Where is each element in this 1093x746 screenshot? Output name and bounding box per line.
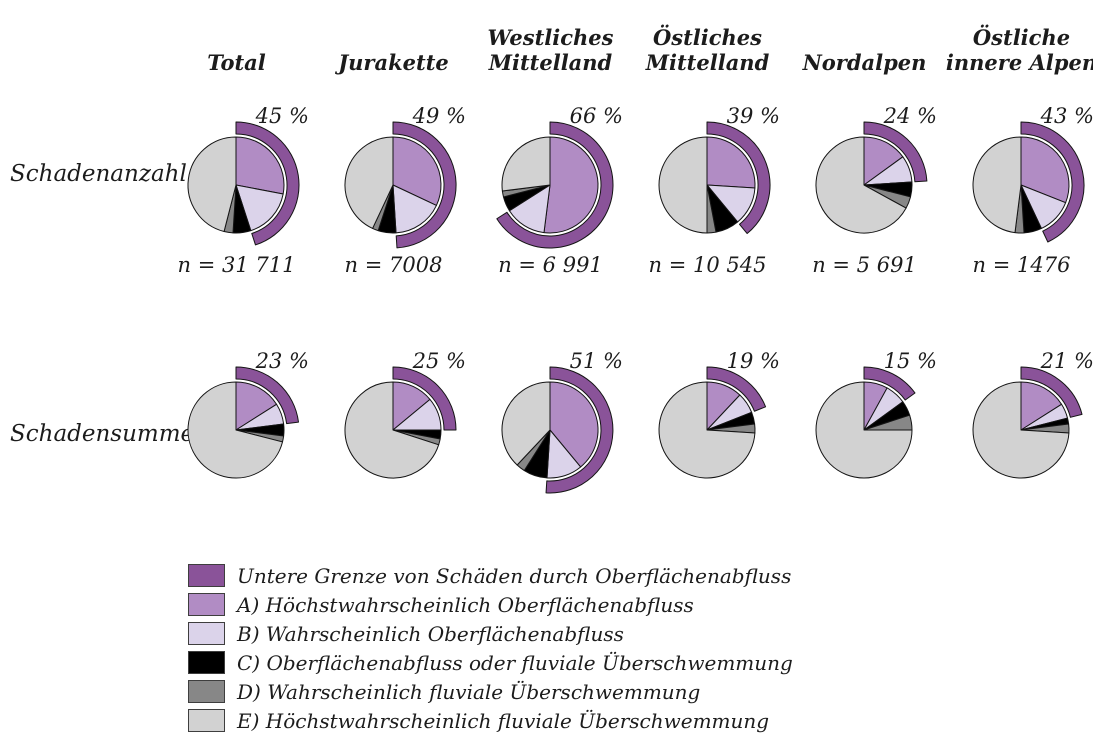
- sample-size-label: n = 10 545: [648, 253, 767, 277]
- legend-item: C) Oberflächenabfluss oder fluviale Über…: [188, 648, 793, 677]
- arc-percent-label: 25 %: [412, 349, 466, 373]
- pie-chart-schadensumme-nordalpen: [779, 345, 949, 515]
- arc-percent-label: 51 %: [569, 349, 623, 373]
- legend-item: E) Höchstwahrscheinlich fluviale Übersch…: [188, 706, 793, 735]
- pie-cell: 39 % n = 10 545: [629, 100, 786, 285]
- arc-percent-label: 49 %: [412, 104, 466, 128]
- legend-label: E) Höchstwahrscheinlich fluviale Übersch…: [237, 708, 770, 733]
- legend-swatch-d-icon: [188, 680, 225, 703]
- pie-chart-schadensumme-westliches-mittelland: [465, 345, 635, 515]
- pie-cell: 21 %: [943, 345, 1093, 520]
- column-header-nordalpen: Nordalpen: [802, 50, 927, 76]
- pie-chart-schadensumme-oestliche-innere-alpen: [936, 345, 1093, 515]
- arc-percent-label: 15 %: [883, 349, 937, 373]
- pie-cell: 43 % n = 1476: [943, 100, 1093, 285]
- arc-percent-label: 21 %: [1040, 349, 1093, 373]
- column-header-total: Total: [207, 50, 266, 76]
- column-header-jurakette: Jurakette: [338, 50, 449, 76]
- sample-size-label: n = 1476: [972, 253, 1071, 277]
- legend-label: D) Wahrscheinlich fluviale Überschwemmun…: [237, 679, 701, 704]
- arc-percent-label: 24 %: [883, 104, 937, 128]
- pie-cell: 66 % n = 6 991: [472, 100, 629, 285]
- pie-chart-schadensumme-total: [151, 345, 321, 515]
- row-label-schadensumme: Schadensumme: [10, 421, 195, 447]
- pie-cell: 19 %: [629, 345, 786, 520]
- legend-item: Untere Grenze von Schäden durch Oberfläc…: [188, 561, 793, 590]
- pie-cell: 45 % n = 31 711: [158, 100, 315, 285]
- pie-cell: 15 %: [786, 345, 943, 520]
- pie-chart-schadenanzahl-nordalpen: [779, 100, 949, 270]
- legend-label: A) Höchstwahrscheinlich Oberflächenabflu…: [237, 592, 694, 617]
- sample-size-label: n = 6 991: [498, 253, 603, 277]
- arc-percent-label: 19 %: [726, 349, 780, 373]
- column-header-oestliches-mittelland: Östliches Mittelland: [645, 24, 770, 76]
- legend-swatch-untere-grenze-icon: [188, 564, 225, 587]
- sample-size-label: n = 31 711: [177, 253, 296, 277]
- legend-swatch-b-icon: [188, 622, 225, 645]
- legend-item: A) Höchstwahrscheinlich Oberflächenabflu…: [188, 590, 793, 619]
- arc-percent-label: 45 %: [255, 104, 309, 128]
- pie-chart-schadenanzahl-oestliches-mittelland: [622, 100, 792, 270]
- pie-chart-schadenanzahl-westliches-mittelland: [465, 100, 635, 270]
- legend: Untere Grenze von Schäden durch Oberfläc…: [188, 561, 793, 735]
- legend-swatch-a-icon: [188, 593, 225, 616]
- row-label-schadenanzahl: Schadenanzahl: [10, 161, 187, 187]
- arc-percent-label: 39 %: [726, 104, 780, 128]
- pie-chart-schadenanzahl-oestliche-innere-alpen: [936, 100, 1093, 270]
- legend-label: Untere Grenze von Schäden durch Oberfläc…: [237, 563, 792, 588]
- pie-cell: 49 % n = 7008: [315, 100, 472, 285]
- column-header-oestliche-innere-alpen: Östliche innere Alpen: [945, 24, 1093, 76]
- pie-cell: 23 %: [158, 345, 315, 520]
- pie-cell: 51 %: [472, 345, 629, 520]
- pie-chart-schadenanzahl-jurakette: [308, 100, 478, 270]
- sample-size-label: n = 5 691: [812, 253, 917, 277]
- pie-chart-schadenanzahl-total: [151, 100, 321, 270]
- pie-cell: 25 %: [315, 345, 472, 520]
- pie-chart-schadensumme-oestliches-mittelland: [622, 345, 792, 515]
- legend-label: C) Oberflächenabfluss oder fluviale Über…: [237, 650, 793, 675]
- arc-percent-label: 43 %: [1040, 104, 1093, 128]
- legend-label: B) Wahrscheinlich Oberflächenabfluss: [237, 621, 624, 646]
- sample-size-label: n = 7008: [344, 253, 443, 277]
- pie-chart-schadensumme-jurakette: [308, 345, 478, 515]
- arc-percent-label: 66 %: [569, 104, 623, 128]
- pie-cell: 24 % n = 5 691: [786, 100, 943, 285]
- legend-item: B) Wahrscheinlich Oberflächenabfluss: [188, 619, 793, 648]
- column-header-westliches-mittelland: Westliches Mittelland: [487, 24, 614, 76]
- arc-percent-label: 23 %: [255, 349, 309, 373]
- legend-swatch-c-icon: [188, 651, 225, 674]
- legend-swatch-e-icon: [188, 709, 225, 732]
- legend-item: D) Wahrscheinlich fluviale Überschwemmun…: [188, 677, 793, 706]
